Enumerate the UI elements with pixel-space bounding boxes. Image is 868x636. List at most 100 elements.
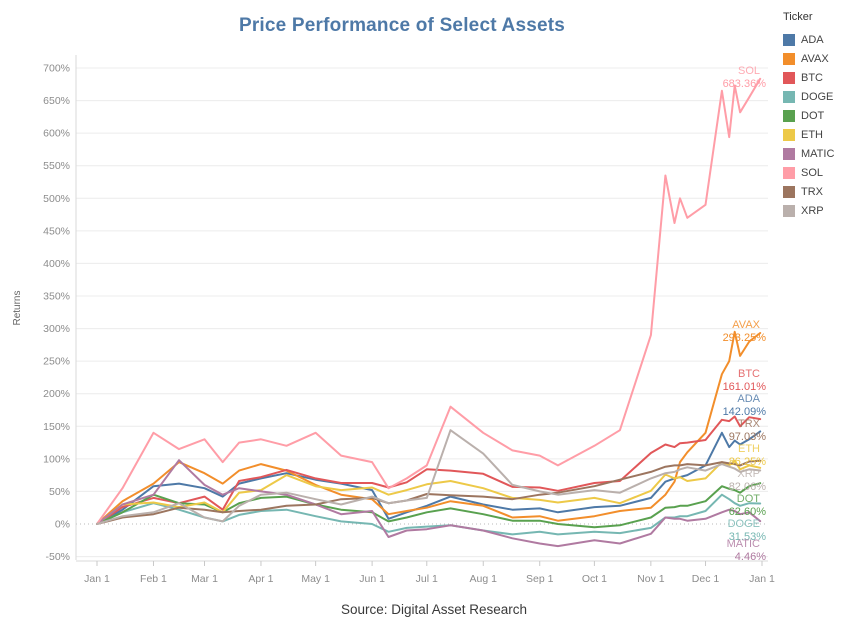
legend-swatch-AVAX: [783, 52, 795, 65]
end-label-ticker: BTC: [738, 368, 760, 380]
x-tick-label: Aug 1: [470, 573, 498, 585]
legend-label: ETH: [801, 128, 823, 141]
y-tick-label: 500%: [43, 193, 70, 205]
y-tick-label: 650%: [43, 95, 70, 107]
legend-items: ADA AVAX BTC DOGE DOT ETH MATIC SOL TRX XRP: [783, 30, 865, 220]
end-label-ticker: ADA: [737, 393, 760, 405]
end-label-ticker: DOGE: [728, 518, 760, 530]
end-label-ticker: TRX: [738, 418, 761, 430]
end-label-value: 31.53%: [729, 531, 767, 543]
legend-item-AVAX[interactable]: AVAX: [783, 49, 865, 68]
y-tick-label: 300%: [43, 323, 70, 335]
end-label-ticker: SOL: [738, 65, 760, 77]
end-label-value: 82.06%: [729, 481, 767, 493]
end-label-ticker: AVAX: [732, 319, 760, 331]
x-tick-label: Feb 1: [140, 573, 167, 585]
end-label-value: 4.46%: [735, 551, 766, 563]
chart-title: Price Performance of Select Assets: [238, 15, 566, 36]
legend-label: SOL: [801, 166, 824, 179]
end-label-ticker: ETH: [738, 443, 760, 455]
legend-label: AVAX: [801, 52, 829, 65]
legend-swatch-DOT: [783, 109, 795, 122]
y-tick-label: 450%: [43, 225, 70, 237]
series-line-MATIC[interactable]: [96, 459, 762, 548]
series-line-TRX[interactable]: [96, 459, 762, 525]
end-label-value: 142.09%: [723, 406, 767, 418]
legend-swatch-DOGE: [783, 90, 795, 103]
legend-label: XRP: [801, 204, 824, 217]
series-line-DOT[interactable]: [96, 482, 762, 529]
legend-item-DOGE[interactable]: DOGE: [783, 87, 865, 106]
x-tick-label: Mar 1: [191, 573, 218, 585]
y-tick-label: 350%: [43, 291, 70, 303]
x-tick-label: Nov 1: [637, 573, 665, 585]
legend-item-ADA[interactable]: ADA: [783, 30, 865, 49]
legend-item-BTC[interactable]: BTC: [783, 68, 865, 87]
y-tick-label: 50%: [49, 486, 70, 498]
legend-swatch-ADA: [783, 33, 795, 46]
y-axis-title: Returns: [12, 290, 23, 325]
x-tick-label: Oct 1: [582, 573, 607, 585]
series-line-ADA[interactable]: [96, 430, 762, 525]
x-tick-label: May 1: [301, 573, 330, 585]
y-tick-label: -50%: [45, 551, 70, 563]
legend-swatch-BTC: [783, 71, 795, 84]
legend-item-XRP[interactable]: XRP: [783, 201, 865, 220]
end-label-ticker: DOT: [737, 493, 761, 505]
legend-swatch-SOL: [783, 166, 795, 179]
x-tick-label: Apr 1: [248, 573, 273, 585]
legend-item-MATIC[interactable]: MATIC: [783, 144, 865, 163]
x-tick-label: Jan 1: [749, 573, 775, 585]
legend-label: BTC: [801, 71, 823, 84]
ticker-legend: Ticker ADA AVAX BTC DOGE DOT ETH MATIC SOL TRX XR…: [783, 11, 865, 220]
legend-label: ADA: [801, 33, 824, 46]
legend-swatch-ETH: [783, 128, 795, 141]
legend-item-DOT[interactable]: DOT: [783, 106, 865, 125]
y-tick-label: 250%: [43, 356, 70, 368]
legend-item-TRX[interactable]: TRX: [783, 182, 865, 201]
series-line-XRP[interactable]: [96, 429, 762, 525]
end-label-value: 86.25%: [729, 456, 767, 468]
end-label-value: 293.25%: [723, 332, 767, 344]
y-tick-label: 600%: [43, 128, 70, 140]
legend-item-ETH[interactable]: ETH: [783, 125, 865, 144]
series-line-SOL[interactable]: [96, 77, 762, 525]
y-tick-label: 550%: [43, 160, 70, 172]
end-label-value: 683.36%: [723, 78, 767, 90]
y-tick-label: 200%: [43, 388, 70, 400]
x-tick-label: Jun 1: [359, 573, 385, 585]
end-label-value: 62.60%: [729, 506, 767, 518]
x-tick-label: Sep 1: [526, 573, 554, 585]
legend-label: TRX: [801, 185, 823, 198]
series-line-BTC[interactable]: [96, 415, 762, 525]
end-label-ticker: XRP: [737, 468, 760, 480]
y-tick-label: 700%: [43, 63, 70, 75]
y-tick-label: 0%: [55, 519, 70, 531]
legend-label: DOGE: [801, 90, 834, 103]
y-tick-label: 150%: [43, 421, 70, 433]
end-label-value: 161.01%: [723, 381, 767, 393]
chart-svg: 700% 650% 600% 550% 500% 450% 400% 350% 300% 250%…: [12, 55, 775, 585]
legend-swatch-TRX: [783, 185, 795, 198]
legend-item-SOL[interactable]: SOL: [783, 163, 865, 182]
series-line-ETH[interactable]: [96, 459, 762, 525]
legend-swatch-MATIC: [783, 147, 795, 160]
y-tick-label: 400%: [43, 258, 70, 270]
legend-label: MATIC: [801, 147, 835, 160]
end-label-value: 97.03%: [729, 431, 767, 443]
end-label-ticker: MATIC: [727, 538, 760, 550]
series-line-AVAX[interactable]: [96, 330, 762, 525]
series-line-DOGE[interactable]: [96, 493, 762, 536]
x-tick-label: Dec 1: [692, 573, 720, 585]
x-tick-label: Jul 1: [416, 573, 438, 585]
